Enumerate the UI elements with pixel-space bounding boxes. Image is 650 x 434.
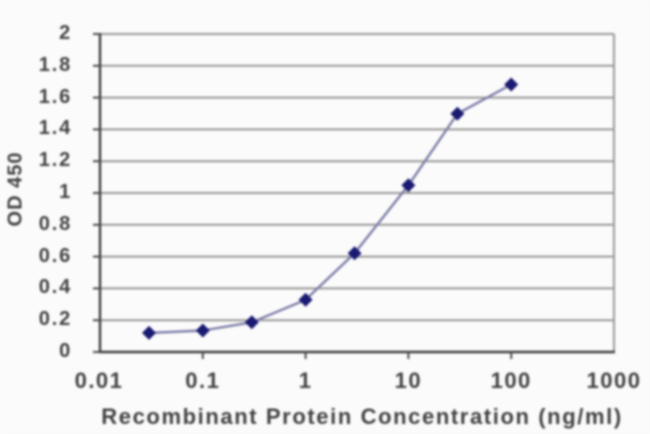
svg-text:100: 100	[491, 368, 532, 393]
svg-text:1.2: 1.2	[39, 149, 72, 171]
svg-text:1.8: 1.8	[39, 54, 72, 76]
svg-text:10: 10	[395, 368, 422, 393]
svg-text:0.2: 0.2	[39, 308, 72, 330]
svg-text:0.4: 0.4	[39, 276, 72, 298]
svg-text:1: 1	[299, 368, 313, 393]
svg-text:0.8: 0.8	[39, 213, 72, 235]
svg-text:0.6: 0.6	[39, 245, 72, 267]
svg-text:1.4: 1.4	[39, 117, 72, 139]
svg-text:0.01: 0.01	[75, 368, 124, 393]
svg-text:1000: 1000	[587, 368, 642, 393]
svg-text:0: 0	[59, 340, 72, 362]
svg-text:0.1: 0.1	[185, 368, 220, 393]
svg-text:Recombinant Protein Concentrat: Recombinant Protein Concentration (ng/ml…	[101, 404, 623, 429]
svg-text:2: 2	[59, 22, 72, 44]
svg-text:OD 450: OD 450	[5, 152, 27, 227]
svg-text:1.6: 1.6	[39, 86, 72, 108]
svg-text:1: 1	[59, 181, 72, 203]
